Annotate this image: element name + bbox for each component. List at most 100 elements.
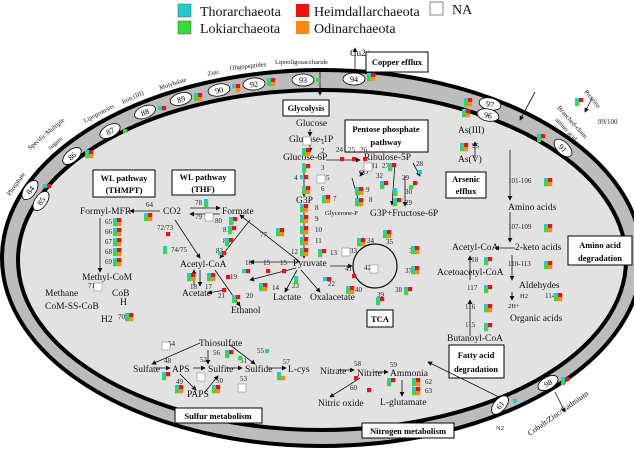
reaction-29: 29: [402, 174, 418, 190]
legend-swatch-na: [429, 1, 444, 16]
reaction-number: 15: [263, 259, 271, 267]
reaction-number: 34: [367, 237, 375, 245]
taxa-presence-icon: [302, 136, 312, 146]
reaction-49: 49: [175, 378, 184, 394]
reaction-number: 114: [545, 292, 556, 300]
transporter-label: 93: [299, 76, 307, 85]
transporter-label: 92: [250, 80, 259, 90]
box-title: degradation: [454, 364, 498, 374]
transporter-label: 87: [105, 126, 116, 138]
nitrogen-metabolism-box: [361, 422, 455, 439]
reaction-number: 30: [405, 188, 413, 196]
reaction-number: 69: [105, 258, 113, 266]
metabolite-glucose: Glucose: [296, 119, 327, 129]
reaction-number: 50: [216, 377, 224, 385]
taxa-presence-icon: [363, 157, 368, 162]
taxa-presence-icon: [162, 372, 171, 381]
transporter-87: 87: [99, 123, 121, 139]
amino-acid-degradation-box: [567, 235, 633, 266]
reaction-15: 15: [263, 259, 271, 274]
reaction-16: 16: [242, 259, 253, 274]
metabolite-pyruvate: Pyruvate: [293, 259, 327, 269]
metabolite-cob: CoB: [112, 289, 129, 299]
taxa-presence-icon: [352, 157, 357, 162]
reaction-68: 68: [105, 248, 122, 257]
reaction-number: 2: [321, 147, 325, 155]
metabolite-ribulose: Ribulose-5P: [364, 153, 411, 163]
reaction-number: 49: [176, 378, 184, 386]
taxa-presence-icon: [158, 106, 167, 111]
taxa-presence-icon: [352, 274, 357, 279]
reaction-number: 5: [326, 174, 330, 182]
reaction-number: 63: [425, 387, 433, 395]
reaction-51: 51: [238, 356, 248, 365]
taxa-presence-icon: [196, 372, 206, 382]
box-title: (THMPT): [106, 185, 143, 195]
transporter-label: 89: [176, 94, 186, 105]
reaction-41: 41: [345, 265, 357, 279]
reaction-77: 77: [260, 228, 285, 239]
transporter-label: 86: [66, 150, 78, 162]
reaction-number: 41: [345, 265, 353, 273]
reaction-40: 40: [346, 286, 363, 295]
box-title: Sulfur metabolism: [184, 411, 251, 421]
reaction-number: 67: [105, 238, 113, 246]
reaction-number: 79: [195, 213, 203, 221]
transporter-label: 61: [494, 399, 506, 411]
taxa-presence-icon: [460, 143, 469, 152]
transporter-85: 85: [32, 190, 50, 212]
reaction-number: 51: [240, 357, 248, 365]
taxa-presence-icon: [300, 215, 309, 224]
transporter-86: 86: [62, 147, 82, 165]
box-title: Amino acid: [579, 240, 621, 250]
taxa-presence-icon: [222, 288, 227, 293]
reaction-number: 22: [328, 280, 336, 288]
reaction-number: 68: [105, 248, 113, 256]
reaction-arrow: [174, 219, 201, 259]
taxa-presence-icon: [300, 237, 309, 246]
taxa-presence-icon: [123, 129, 128, 134]
metabolite-sulfide: Sulfide: [245, 364, 272, 375]
reaction-number: 64: [146, 201, 154, 209]
reaction-56: 56: [213, 349, 234, 359]
taxa-presence-icon: [418, 170, 423, 175]
taxa-presence-icon: [302, 164, 311, 173]
metabolite-co2: CO2: [163, 207, 181, 217]
metabolite-acetoacetyl: Acetoacetyl-CoA: [437, 268, 504, 278]
pathway-boxes: Copper efflux Glycolysis Pentose phospha…: [92, 51, 633, 439]
reaction-number: 17: [205, 283, 213, 291]
legend-label: Thorarchaeota: [200, 5, 282, 20]
reaction-number: 101-106: [508, 177, 532, 185]
reaction-number: 6: [321, 185, 325, 193]
reaction-110-113: 110-113: [508, 260, 553, 270]
taxa-presence-icon: [113, 228, 122, 237]
box-title: Arsenic: [452, 174, 480, 184]
transporter-96: 96: [476, 108, 500, 122]
reaction-32: 32: [376, 172, 389, 190]
taxa-presence-icon: [282, 269, 287, 274]
taxa-presence-icon: [163, 246, 168, 255]
metabolite-acetate: Acetate: [182, 289, 211, 299]
taxa-presence-icon: [300, 175, 309, 180]
taxa-presence-icon: [554, 293, 563, 302]
reaction-number: 26: [360, 146, 368, 154]
taxa-presence-icon: [238, 356, 243, 361]
reaction-number: 110-113: [508, 260, 531, 268]
taxa-presence-icon: [267, 78, 276, 87]
reaction-21: 21: [218, 288, 227, 300]
taxa-presence-icon: [383, 230, 392, 239]
metabolite-ketoacids: 2-keto acids: [515, 243, 561, 253]
reaction-number: 13: [330, 249, 338, 257]
box-title: WL pathway: [101, 173, 149, 183]
taxa-presence-icon: [323, 277, 332, 282]
transporter-88: 88: [134, 104, 156, 120]
reaction-107-109: 107-109: [508, 223, 553, 233]
reaction-67: 67: [105, 238, 122, 247]
taxa-presence-icon: [266, 269, 271, 274]
taxa-presence-icon: [144, 213, 153, 222]
reaction-arrow: [284, 269, 298, 293]
box-title: TCA: [371, 314, 390, 324]
copper-efflux-box: [365, 51, 429, 73]
